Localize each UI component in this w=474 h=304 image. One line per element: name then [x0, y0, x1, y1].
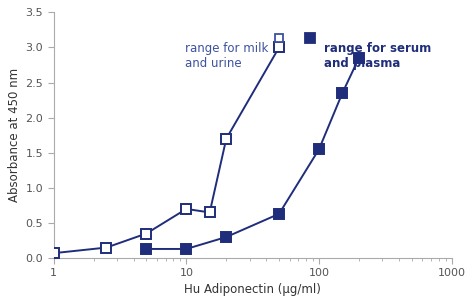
Text: range for milk
and urine: range for milk and urine	[185, 42, 268, 70]
X-axis label: Hu Adiponectin (μg/ml): Hu Adiponectin (μg/ml)	[184, 283, 321, 296]
Y-axis label: Absorbance at 450 nm: Absorbance at 450 nm	[9, 68, 21, 202]
Text: range for serum
and plasma: range for serum and plasma	[324, 42, 431, 70]
